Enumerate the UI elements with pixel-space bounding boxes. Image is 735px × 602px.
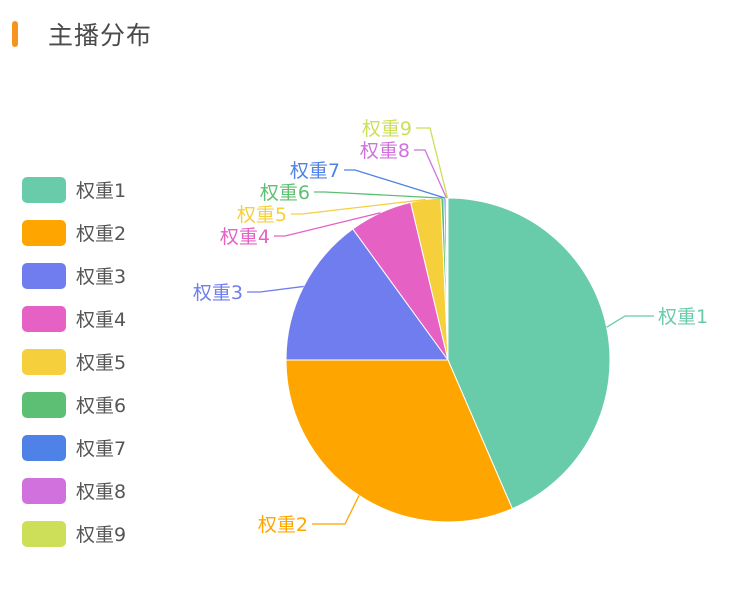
pie-slice-label: 权重9 — [362, 118, 412, 140]
label-leader-line — [414, 149, 448, 199]
legend-item[interactable]: 权重1 — [22, 168, 126, 211]
legend-label: 权重2 — [76, 223, 127, 245]
pie-slice-label: 权重2 — [258, 514, 308, 536]
legend-swatch — [22, 477, 66, 504]
legend-swatch — [22, 348, 66, 375]
legend-label: 权重4 — [76, 309, 127, 331]
legend-label: 权重3 — [76, 266, 127, 288]
legend-item[interactable]: 权重7 — [22, 426, 126, 469]
page-title: 主播分布 — [48, 21, 153, 50]
label-leader-line — [274, 212, 381, 237]
legend-item[interactable]: 权重8 — [22, 469, 126, 512]
pie-slice-label: 权重3 — [193, 282, 243, 304]
pie-slice-label: 权重5 — [237, 204, 287, 226]
pie-slice-label: 权重8 — [360, 140, 410, 162]
legend-swatch — [22, 391, 66, 418]
legend-item[interactable]: 权重2 — [22, 211, 126, 254]
legend-swatch — [22, 262, 66, 289]
label-leader-line — [312, 495, 360, 525]
legend-swatch — [22, 520, 66, 547]
legend-label: 权重9 — [76, 524, 127, 546]
header: 主播分布 — [12, 14, 152, 54]
label-leader-line — [291, 198, 426, 215]
legend-item[interactable]: 权重9 — [22, 512, 126, 555]
legend-item[interactable]: 权重3 — [22, 254, 126, 297]
legend-swatch — [22, 219, 66, 246]
label-leader-line — [344, 169, 446, 199]
pie-slices — [285, 197, 611, 523]
pie-slice-label: 权重7 — [290, 160, 340, 182]
pie-slice-label: 权重6 — [260, 182, 310, 204]
pie-slice-label: 权重1 — [658, 306, 708, 328]
legend-swatch — [22, 434, 66, 461]
label-leader-line — [247, 285, 304, 293]
pie-slice[interactable] — [285, 359, 513, 523]
legend-label: 权重1 — [76, 180, 127, 202]
legend-swatch — [22, 305, 66, 332]
legend-item[interactable]: 权重5 — [22, 340, 126, 383]
label-leader-line — [314, 191, 443, 199]
legend-label: 权重5 — [76, 352, 127, 374]
legend-label: 权重6 — [76, 395, 127, 417]
legend-item[interactable]: 权重6 — [22, 383, 126, 426]
legend-swatch — [22, 176, 66, 203]
label-leader-line — [416, 127, 449, 199]
legend-label: 权重7 — [76, 438, 127, 460]
pie-slice-label: 权重4 — [220, 226, 270, 248]
label-leader-line — [606, 315, 654, 328]
legend-item[interactable]: 权重4 — [22, 297, 126, 340]
legend-label: 权重8 — [76, 481, 127, 503]
pie-slice[interactable] — [285, 228, 449, 361]
chart-legend: 权重1 权重2 权重3 权重4 权重5 权重6 权重7 权重8 权重9 — [22, 168, 126, 555]
title-accent-bar — [12, 21, 18, 47]
pie-slice[interactable] — [447, 197, 611, 510]
